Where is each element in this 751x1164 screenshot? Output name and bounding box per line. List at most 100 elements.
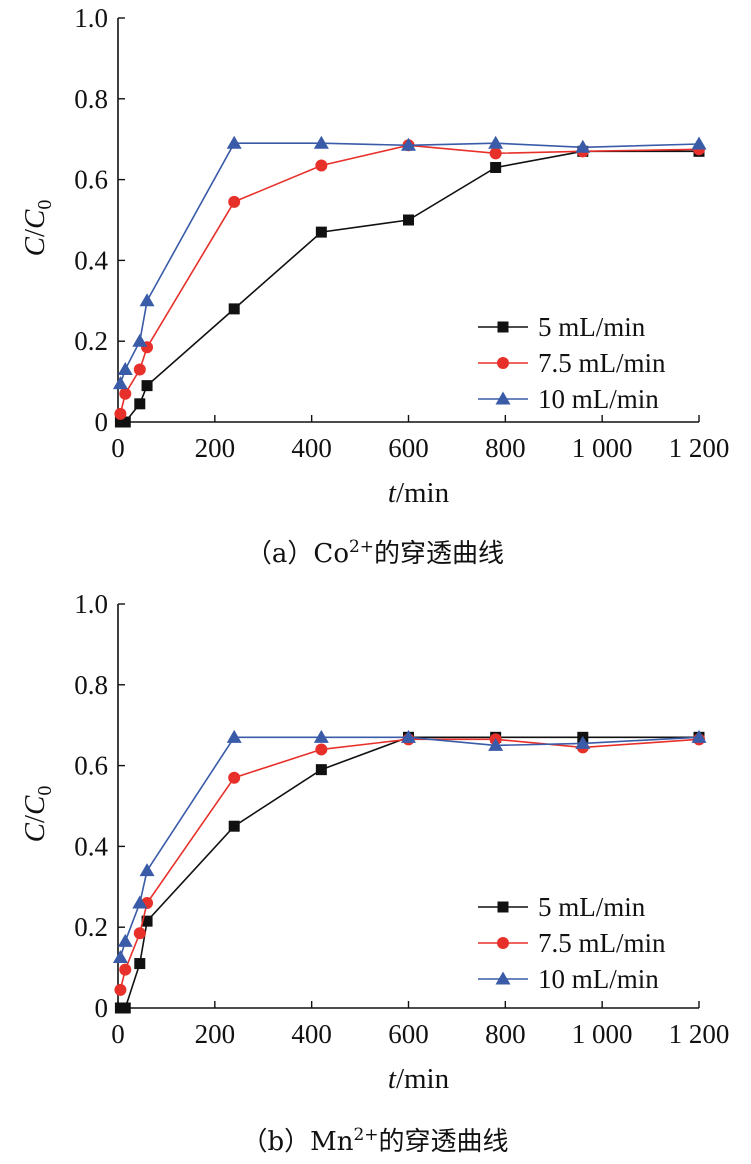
x-tick-label: 800 <box>485 1019 526 1049</box>
y-axis-label: C/C0 <box>19 786 56 843</box>
y-tick-label: 1.0 <box>74 3 108 33</box>
y-tick-label: 0.6 <box>74 751 108 781</box>
y-axis-label-var: C <box>19 795 51 815</box>
data-point <box>114 407 127 420</box>
data-point <box>401 729 416 743</box>
data-point <box>139 293 155 307</box>
figure-caption: （b）Mn2+的穿透曲线 <box>241 1125 508 1157</box>
data-point <box>575 139 591 153</box>
data-point <box>117 361 133 375</box>
x-tick-label: 200 <box>195 433 236 463</box>
series-7-5-ml-min <box>114 139 705 420</box>
legend-marker <box>497 901 509 913</box>
y-tick-label: 0.6 <box>74 165 108 195</box>
data-point <box>141 380 153 392</box>
x-tick-label: 1 000 <box>572 1019 633 1049</box>
caption-suffix: 的穿透曲线 <box>374 539 504 569</box>
x-axis-label-var: t <box>388 1063 397 1095</box>
x-tick-label: 1 000 <box>572 433 633 463</box>
data-point <box>139 863 155 877</box>
series-line <box>120 736 699 1009</box>
y-axis-label-var: C <box>19 209 51 229</box>
y-tick-label: 0 <box>95 993 109 1023</box>
data-point <box>315 764 327 776</box>
series-10-ml-min <box>112 135 707 390</box>
legend-label: 5 mL/min <box>538 892 646 922</box>
legend-marker <box>497 321 509 333</box>
data-point <box>488 135 504 149</box>
y-axis-label-slash: / <box>19 814 51 823</box>
data-point <box>489 147 502 160</box>
legend-marker <box>495 391 511 405</box>
caption-prefix: （a）Co <box>246 539 349 569</box>
data-point <box>119 416 131 428</box>
series-line <box>119 736 700 958</box>
data-point <box>575 735 591 749</box>
x-tick-label: 200 <box>195 1019 236 1049</box>
data-point <box>132 895 148 909</box>
y-axis-label-var: C <box>19 822 51 842</box>
data-point <box>114 983 127 996</box>
data-point <box>228 771 241 784</box>
y-tick-label: 0.2 <box>74 326 108 356</box>
legend-marker <box>495 971 511 985</box>
y-tick-label: 0 <box>95 407 109 437</box>
data-point <box>228 820 240 832</box>
legend-marker <box>497 937 509 949</box>
data-point <box>691 136 707 150</box>
x-tick-label: 600 <box>388 433 429 463</box>
y-axis-label-slash: / <box>19 228 51 237</box>
x-axis-label-unit: /min <box>396 1063 450 1095</box>
data-point <box>403 214 414 226</box>
caption-superscript: 2+ <box>349 537 374 557</box>
y-tick-label: 0.8 <box>74 84 108 114</box>
legend-label: 7.5 mL/min <box>538 348 666 378</box>
x-axis-label-var: t <box>388 477 397 509</box>
x-tick-label: 400 <box>291 1019 332 1049</box>
y-tick-label: 0.4 <box>74 245 108 275</box>
series-line <box>120 150 699 423</box>
y-tick-label: 0.2 <box>74 912 108 942</box>
x-tick-label: 0 <box>111 433 125 463</box>
y-axis-label-subscript: 0 <box>34 786 56 796</box>
data-point <box>134 398 146 410</box>
data-point <box>313 729 329 743</box>
x-tick-label: 1 200 <box>669 1019 730 1049</box>
caption-suffix: 的穿透曲线 <box>379 1127 509 1157</box>
data-point <box>133 927 146 940</box>
data-point <box>315 226 327 238</box>
data-point <box>119 387 132 400</box>
data-point <box>132 333 148 347</box>
data-point <box>488 737 504 751</box>
data-point <box>141 915 153 927</box>
data-point <box>112 376 128 390</box>
x-tick-label: 600 <box>388 1019 429 1049</box>
data-point <box>119 1002 131 1014</box>
data-point <box>490 161 502 173</box>
chart-panel-a: 0 0.2 0.4 0.6 0.8 1.0 0 200 400 600 800 1 000 1 200 t… <box>19 3 729 569</box>
y-tick-label: 0.8 <box>74 670 108 700</box>
data-point <box>228 195 241 208</box>
y-tick-label: 1.0 <box>74 589 108 619</box>
chart-panel-b: 0 0.2 0.4 0.6 0.8 1.0 0 200 400 600 800 1 000 1 200 t… <box>19 589 729 1157</box>
series-10-ml-min <box>112 729 707 963</box>
caption-superscript: 2+ <box>353 1125 378 1145</box>
legend-label: 10 mL/min <box>538 384 659 414</box>
data-point <box>134 958 146 970</box>
legend-marker <box>497 357 509 369</box>
series-line <box>119 144 700 415</box>
x-axis-label-unit: /min <box>396 477 450 509</box>
data-point <box>401 137 416 151</box>
legend-label: 7.5 mL/min <box>538 928 666 958</box>
x-tick-label: 0 <box>111 1019 125 1049</box>
series-line <box>119 142 700 384</box>
legend-label: 10 mL/min <box>538 964 659 994</box>
caption-prefix: （b）Mn <box>241 1127 353 1157</box>
data-point <box>315 743 328 756</box>
figure-caption: （a）Co2+的穿透曲线 <box>246 537 504 569</box>
y-tick-label: 0.4 <box>74 831 108 861</box>
legend: 5 mL/min 7.5 mL/min 10 mL/min <box>478 312 666 414</box>
x-tick-label: 800 <box>485 433 526 463</box>
y-axis-label-subscript: 0 <box>34 200 56 210</box>
